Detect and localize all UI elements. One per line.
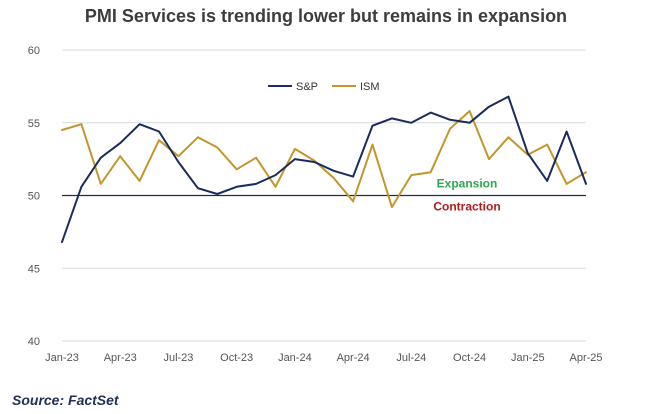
- expansion-label: Expansion: [437, 177, 498, 191]
- y-tick-label: 60: [28, 45, 40, 57]
- y-axis: 40 45 50 55 60: [28, 45, 40, 348]
- x-tick-label: Apr-24: [337, 352, 370, 364]
- y-tick-label: 45: [28, 263, 40, 275]
- y-tick-label: 50: [28, 191, 40, 203]
- x-tick-label: Jan-25: [511, 352, 545, 364]
- y-tick-label: 55: [28, 118, 40, 130]
- x-tick-label: Jan-24: [278, 352, 312, 364]
- x-tick-label: Jul-24: [396, 352, 426, 364]
- legend-label: ISM: [360, 81, 380, 93]
- chart-title: PMI Services is trending lower but remai…: [84, 6, 568, 26]
- y-tick-label: 40: [28, 336, 40, 348]
- legend: S&P ISM: [268, 81, 380, 93]
- x-tick-label: Oct-24: [453, 352, 486, 364]
- x-tick-label: Jan-23: [45, 352, 79, 364]
- x-axis: Jan-23 Apr-23 Jul-23 Oct-23 Jan-24 Apr-24 Jul-…: [45, 352, 602, 364]
- reference-line-group: Expansion Contraction: [62, 177, 586, 214]
- source-note: Source: FactSet: [12, 392, 119, 408]
- series-lines: [61, 95, 587, 244]
- x-tick-label: Apr-25: [569, 352, 602, 364]
- x-tick-label: Jul-23: [163, 352, 193, 364]
- x-tick-label: Oct-23: [220, 352, 253, 364]
- legend-label: S&P: [296, 81, 318, 93]
- series-line-sp: [61, 95, 587, 244]
- gridlines: [62, 49, 586, 342]
- series-line-ism: [61, 110, 587, 209]
- contraction-label: Contraction: [433, 200, 500, 214]
- x-tick-label: Apr-23: [104, 352, 137, 364]
